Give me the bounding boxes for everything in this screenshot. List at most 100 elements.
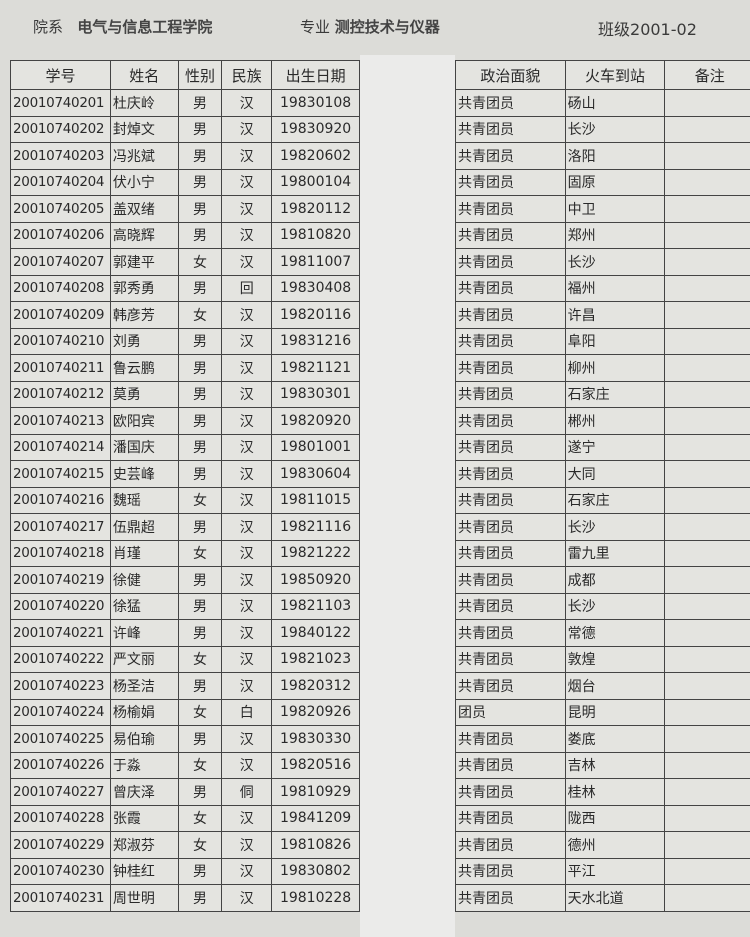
- political-status-cell: 团员: [455, 698, 566, 726]
- table-row: 20010740219 徐健男汉 19850920: [10, 566, 360, 594]
- table-row: 共青团员 砀山: [455, 89, 750, 117]
- train-station-cell: 洛阳: [564, 142, 666, 170]
- gender-cell: 男: [177, 884, 223, 912]
- table-row: 团员 昆明: [455, 698, 750, 726]
- train-station-cell: 陇西: [564, 804, 666, 832]
- ethnicity-cell: 汉: [221, 407, 273, 435]
- student-id-cell: 20010740222: [10, 645, 111, 673]
- remarks-cell: [664, 195, 750, 223]
- train-station-cell: 中卫: [564, 195, 666, 223]
- gender-cell: 女: [177, 301, 223, 329]
- student-id-cell: 20010740223: [10, 672, 111, 700]
- ethnicity-cell: 汉: [221, 513, 273, 541]
- table-row: 共青团员 柳州: [455, 354, 750, 382]
- gender-cell: 男: [177, 274, 223, 302]
- gender-cell: 女: [177, 248, 223, 276]
- name-cell: 徐猛: [109, 592, 179, 620]
- gender-cell: 男: [177, 566, 223, 594]
- student-id-cell: 20010740203: [10, 142, 111, 170]
- table-row: 共青团员 洛阳: [455, 142, 750, 170]
- table-row: 共青团员 雷九里: [455, 539, 750, 567]
- table-row: 20010740227 曾庆泽男侗 19810929: [10, 778, 360, 806]
- political-status-cell: 共青团员: [455, 195, 566, 223]
- train-station-cell: 昆明: [564, 698, 666, 726]
- header-row: 学号 姓名 性别 民族 出生日期: [10, 60, 360, 90]
- birth-date-cell: 19820312: [271, 672, 360, 700]
- remarks-cell: [664, 380, 750, 408]
- train-station-cell: 天水北道: [564, 884, 666, 912]
- political-status-cell: 共青团员: [455, 301, 566, 329]
- political-status-cell: 共青团员: [455, 619, 566, 647]
- name-cell: 冯兆斌: [109, 142, 179, 170]
- birth-date-cell: 19820112: [271, 195, 360, 223]
- table-row: 共青团员 敦煌: [455, 645, 750, 673]
- train-station-cell: 石家庄: [564, 380, 666, 408]
- table-row: 20010740229 郑淑芬女汉 19810826: [10, 831, 360, 859]
- ethnicity-cell: 汉: [221, 672, 273, 700]
- birth-date-cell: 19830408: [271, 274, 360, 302]
- ethnicity-cell: 汉: [221, 884, 273, 912]
- remarks-cell: [664, 460, 750, 488]
- birth-date-cell: 19841209: [271, 804, 360, 832]
- student-id-cell: 20010740219: [10, 566, 111, 594]
- table-row: 20010740212 莫勇男汉 19830301: [10, 380, 360, 408]
- ethnicity-cell: 汉: [221, 221, 273, 249]
- remarks-cell: [664, 778, 750, 806]
- train-station-cell: 长沙: [564, 592, 666, 620]
- ethnicity-cell: 汉: [221, 142, 273, 170]
- ethnicity-cell: 白: [221, 698, 273, 726]
- student-id-cell: 20010740217: [10, 513, 111, 541]
- table-row: 共青团员 固原: [455, 168, 750, 196]
- gender-cell: 男: [177, 857, 223, 885]
- ethnicity-cell: 汉: [221, 89, 273, 117]
- train-station-cell: 石家庄: [564, 486, 666, 514]
- gender-cell: 男: [177, 354, 223, 382]
- table-row: 共青团员 长沙: [455, 248, 750, 276]
- birth-date-cell: 19820920: [271, 407, 360, 435]
- remarks-cell: [664, 301, 750, 329]
- student-id-cell: 20010740231: [10, 884, 111, 912]
- name-cell: 郭建平: [109, 248, 179, 276]
- table-row: 共青团员 遂宁: [455, 433, 750, 461]
- birth-date-cell: 19840122: [271, 619, 360, 647]
- political-status-cell: 共青团员: [455, 645, 566, 673]
- political-status-cell: 共青团员: [455, 327, 566, 355]
- birth-date-cell: 19830330: [271, 725, 360, 753]
- remarks-cell: [664, 698, 750, 726]
- column-header: 火车到站: [564, 60, 666, 90]
- student-id-cell: 20010740215: [10, 460, 111, 488]
- train-station-cell: 烟台: [564, 672, 666, 700]
- table-row: 20010740214 潘国庆男汉 19801001: [10, 433, 360, 461]
- student-id-cell: 20010740228: [10, 804, 111, 832]
- political-status-cell: 共青团员: [455, 89, 566, 117]
- table-row: 20010740226 于淼女汉 19820516: [10, 751, 360, 779]
- remarks-cell: [664, 433, 750, 461]
- table-row: 共青团员 德州: [455, 831, 750, 859]
- ethnicity-cell: 汉: [221, 831, 273, 859]
- table-row: 共青团员 长沙: [455, 115, 750, 143]
- table-row: 共青团员 长沙: [455, 513, 750, 541]
- gender-cell: 女: [177, 645, 223, 673]
- student-id-cell: 20010740213: [10, 407, 111, 435]
- student-id-cell: 20010740201: [10, 89, 111, 117]
- birth-date-cell: 19820516: [271, 751, 360, 779]
- name-cell: 伍鼎超: [109, 513, 179, 541]
- ethnicity-cell: 汉: [221, 168, 273, 196]
- name-cell: 盖双绪: [109, 195, 179, 223]
- page-gap: [360, 55, 455, 937]
- table-row: 共青团员 中卫: [455, 195, 750, 223]
- student-id-cell: 20010740212: [10, 380, 111, 408]
- class-field: 班级2001-02: [598, 16, 697, 40]
- train-station-cell: 郑州: [564, 221, 666, 249]
- name-cell: 鲁云鹏: [109, 354, 179, 382]
- ethnicity-cell: 汉: [221, 857, 273, 885]
- train-station-cell: 德州: [564, 831, 666, 859]
- department-value: 电气与信息工程学院: [77, 18, 213, 36]
- ethnicity-cell: 汉: [221, 566, 273, 594]
- student-id-cell: 20010740226: [10, 751, 111, 779]
- name-cell: 封焯文: [109, 115, 179, 143]
- political-status-cell: 共青团员: [455, 672, 566, 700]
- table-row: 20010740228 张霞女汉 19841209: [10, 804, 360, 832]
- table-row: 共青团员 娄底: [455, 725, 750, 753]
- table-row: 共青团员 阜阳: [455, 327, 750, 355]
